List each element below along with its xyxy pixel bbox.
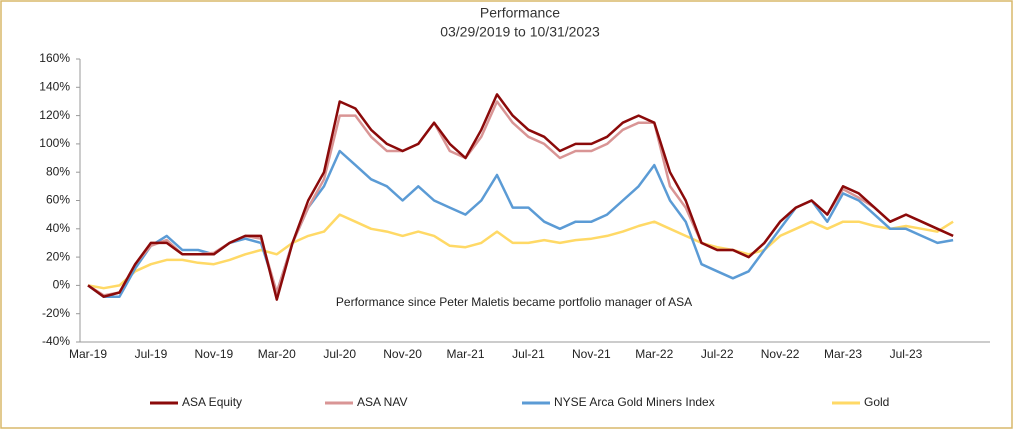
chart-title: Performance: [480, 5, 560, 21]
legend-label: NYSE Arca Gold Miners Index: [554, 395, 715, 409]
x-tick-label: Jul-23: [890, 347, 923, 361]
x-tick-label: Nov-19: [194, 347, 233, 361]
x-tick-label: Jul-19: [135, 347, 168, 361]
annotation: Performance since Peter Maletis became p…: [336, 295, 692, 309]
x-tick-label: Nov-20: [383, 347, 422, 361]
y-tick-label: 60%: [46, 193, 70, 207]
legend-label: ASA NAV: [357, 395, 407, 409]
y-tick-label: 80%: [46, 164, 70, 178]
x-tick-label: Jul-21: [512, 347, 545, 361]
x-tick-label: Nov-21: [572, 347, 611, 361]
y-tick-label: 100%: [39, 136, 70, 150]
legend-label: ASA Equity: [182, 395, 242, 409]
series-line: [87, 213, 954, 290]
x-tick-label: Mar-19: [69, 347, 107, 361]
x-tick-label: Nov-22: [761, 347, 800, 361]
y-tick-label: 140%: [39, 79, 70, 93]
y-tick-label: 160%: [39, 51, 70, 65]
x-tick-label: Mar-20: [258, 347, 296, 361]
y-tick-label: 20%: [46, 249, 70, 263]
x-tick-label: Mar-23: [824, 347, 862, 361]
x-tick-label: Jul-20: [323, 347, 356, 361]
series-line: [87, 100, 954, 297]
x-tick-label: Mar-21: [447, 347, 485, 361]
y-tick-label: 0%: [53, 278, 71, 292]
legend-label: Gold: [864, 395, 889, 409]
x-tick-label: Jul-22: [701, 347, 734, 361]
y-tick-label: 120%: [39, 108, 70, 122]
series-line: [87, 93, 954, 301]
series-line: [87, 149, 954, 298]
y-tick-label: -20%: [42, 306, 70, 320]
x-tick-label: Mar-22: [635, 347, 673, 361]
chart-subtitle: 03/29/2019 to 10/31/2023: [440, 24, 600, 40]
y-tick-label: -40%: [42, 334, 70, 348]
y-tick-label: 40%: [46, 221, 70, 235]
